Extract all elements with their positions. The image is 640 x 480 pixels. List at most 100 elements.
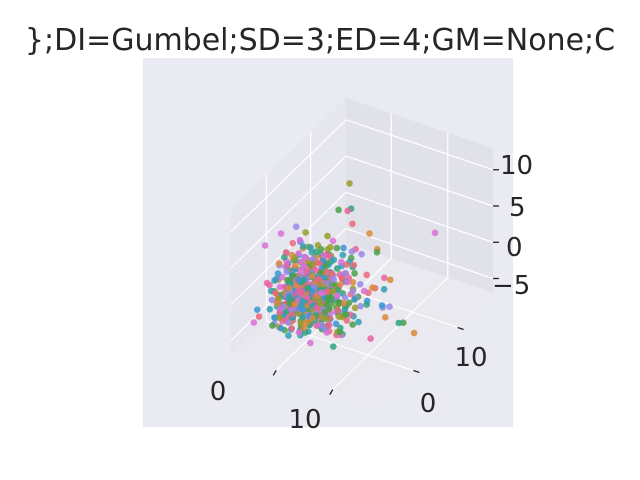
data-point [380,286,388,293]
data-point [277,325,285,332]
data-point [333,244,341,252]
data-point [335,313,343,320]
data-point [263,279,271,287]
data-point [351,296,358,303]
x-tick-mark [272,370,277,376]
x-tick-label-0: 0 [210,377,227,407]
data-point [274,270,282,277]
data-point [340,244,347,252]
data-point [386,303,393,311]
grid-lines [230,113,499,395]
y-tick-mark [413,369,420,374]
data-point [304,284,312,292]
data-point [319,289,326,297]
data-point [350,261,358,269]
data-point [288,311,296,318]
data-point [338,258,345,266]
x-grid-line [332,132,449,391]
data-point [266,306,274,313]
data-point [324,321,332,329]
data-point [272,275,280,283]
data-point [387,276,394,284]
data-point [349,321,357,328]
z-tick-label-minus5: −5 [492,271,530,301]
back-pane [346,98,493,293]
data-point [345,299,353,307]
data-point [395,319,403,327]
data-point [351,304,359,312]
data-point [369,284,376,292]
data-point [363,301,371,308]
data-point [367,335,374,342]
data-point [336,328,344,336]
data-point [255,313,263,320]
data-point [328,270,336,277]
data-point [280,303,288,311]
data-point [284,276,291,284]
data-point [285,319,292,326]
data-point [339,251,347,259]
data-point [332,320,340,328]
data-point [315,259,323,267]
data-point [300,324,308,332]
y-tick-mark [457,326,464,331]
data-point [343,261,350,268]
data-point [323,268,331,276]
data-point [282,249,290,256]
data-point [431,229,439,237]
data-point [298,258,306,266]
y-grid-line [265,175,414,372]
data-point [309,314,316,322]
data-point [326,252,333,260]
data-point [355,318,362,326]
data-point [358,250,365,258]
data-point [299,306,307,313]
data-point [330,343,337,350]
data-point [286,300,293,307]
data-point [373,249,381,256]
data-point [348,248,356,255]
data-point [330,276,337,283]
data-point [253,306,261,314]
data-point [288,325,296,332]
x-grid-line [275,113,392,371]
data-point [299,297,306,305]
data-point [302,229,309,236]
data-point [286,284,293,292]
data-point [334,292,341,300]
data-point [344,207,352,215]
data-point [295,276,302,283]
data-point [342,311,350,318]
data-point [273,300,281,307]
x-tick-mark [329,389,334,395]
data-point [291,300,299,308]
data-point [330,256,338,264]
data-point [307,244,315,251]
z-grid-line [230,155,494,269]
data-point [272,289,279,297]
y-tick-label-10: 10 [454,343,487,373]
data-point [363,271,371,279]
data-point [378,302,386,309]
data-point [308,272,316,280]
data-point [250,319,258,326]
data-point [334,298,342,306]
data-point [276,283,284,291]
data-point [277,230,285,237]
z-tick-label-5: 5 [509,193,526,223]
data-point [349,279,357,286]
data-point [357,281,364,288]
data-point [318,313,326,321]
data-point [291,254,299,262]
data-point [302,254,310,261]
data-point [321,308,329,316]
axis-panes [231,98,493,405]
z-tick-label-10: 10 [500,151,533,181]
data-point [313,304,321,312]
data-point [349,220,356,228]
data-point [295,250,303,257]
data-point [346,180,353,187]
z-tick-label-0: 0 [506,233,523,263]
data-point [317,281,324,288]
